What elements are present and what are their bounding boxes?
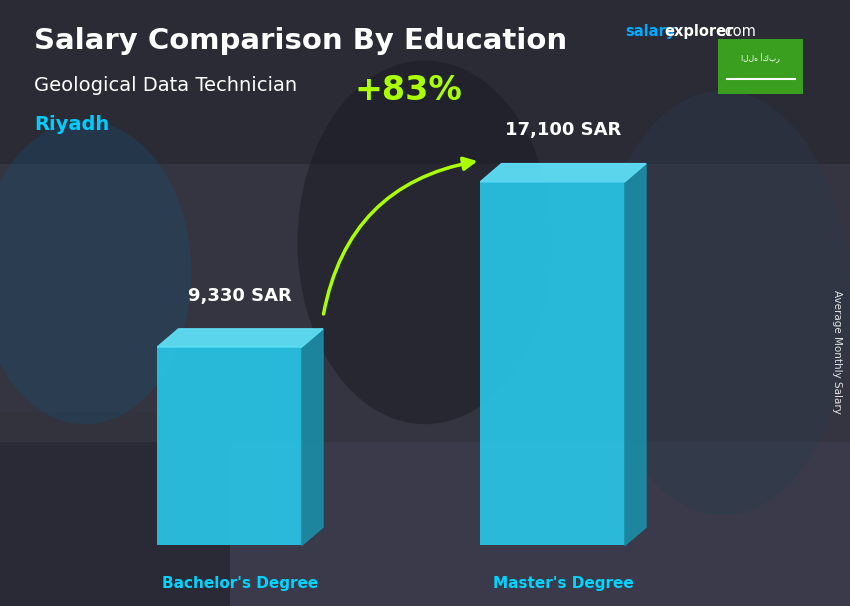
Text: Geological Data Technician: Geological Data Technician: [34, 76, 298, 95]
Text: Average Monthly Salary: Average Monthly Salary: [832, 290, 842, 413]
Text: +83%: +83%: [354, 75, 462, 107]
Text: Bachelor's Degree: Bachelor's Degree: [162, 576, 318, 591]
Bar: [0, 0, 850, 442]
Text: explorer: explorer: [665, 24, 734, 39]
Bar: [718, 39, 803, 94]
Bar: [480, 182, 625, 545]
Polygon shape: [480, 164, 646, 182]
Text: الله أكبر: الله أكبر: [741, 53, 780, 64]
Text: Riyadh: Riyadh: [34, 115, 110, 134]
Text: Master's Degree: Master's Degree: [493, 576, 633, 591]
Text: .com: .com: [721, 24, 756, 39]
Bar: [157, 347, 302, 545]
Polygon shape: [625, 164, 646, 545]
Text: Salary Comparison By Education: Salary Comparison By Education: [34, 27, 567, 55]
Text: 17,100 SAR: 17,100 SAR: [505, 121, 621, 139]
Text: 9,330 SAR: 9,330 SAR: [188, 287, 292, 305]
Polygon shape: [157, 329, 323, 347]
Text: salary: salary: [625, 24, 675, 39]
Ellipse shape: [595, 91, 850, 515]
Bar: [0, 0, 850, 164]
Ellipse shape: [0, 121, 191, 424]
Polygon shape: [302, 329, 323, 545]
Bar: [0, 412, 230, 606]
Ellipse shape: [298, 61, 552, 424]
